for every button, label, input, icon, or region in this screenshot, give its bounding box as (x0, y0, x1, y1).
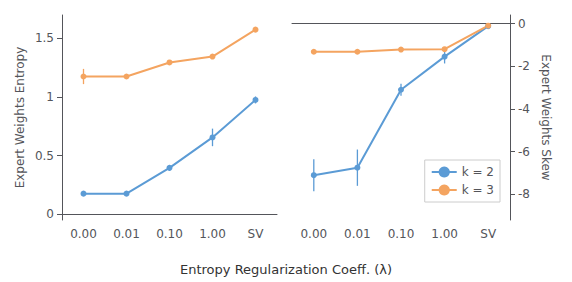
svg-text:0.00: 0.00 (300, 227, 327, 241)
svg-text:Entropy Regularization Coeff.: Entropy Regularization Coeff. (λ) (180, 262, 392, 277)
svg-text:SV: SV (480, 227, 497, 241)
svg-text:0.01: 0.01 (344, 227, 371, 241)
svg-text:1: 1 (46, 90, 54, 104)
svg-text:-2: -2 (518, 59, 530, 73)
svg-text:-6: -6 (518, 145, 530, 159)
svg-text:k = 3: k = 3 (462, 183, 494, 197)
svg-text:0: 0 (518, 17, 526, 31)
svg-text:1.00: 1.00 (431, 227, 458, 241)
svg-text:k = 2: k = 2 (462, 165, 494, 179)
svg-text:0.10: 0.10 (156, 227, 183, 241)
svg-text:0.5: 0.5 (35, 149, 54, 163)
svg-text:SV: SV (248, 227, 265, 241)
svg-text:-8: -8 (518, 187, 530, 201)
svg-text:0: 0 (46, 207, 54, 221)
svg-text:1.00: 1.00 (199, 227, 226, 241)
svg-text:-4: -4 (518, 102, 530, 116)
svg-text:Expert Weights Skew: Expert Weights Skew (539, 54, 553, 181)
svg-text:0.10: 0.10 (388, 227, 415, 241)
svg-text:Expert Weights Entropy: Expert Weights Entropy (13, 47, 27, 189)
svg-text:0.00: 0.00 (70, 227, 97, 241)
svg-text:0.01: 0.01 (113, 227, 140, 241)
svg-text:1.5: 1.5 (35, 31, 54, 45)
